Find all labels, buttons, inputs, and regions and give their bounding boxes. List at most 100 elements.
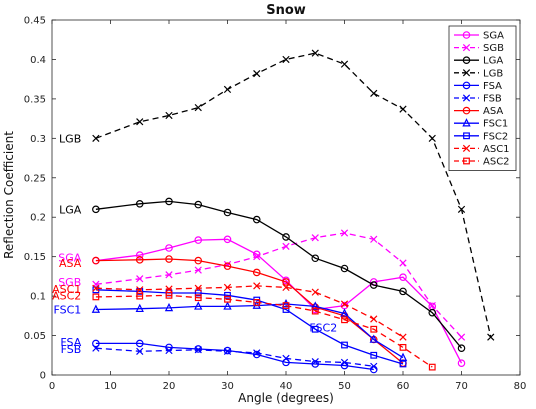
data-point-lga bbox=[457, 344, 466, 352]
legend-label-fsb: FSB bbox=[483, 94, 502, 105]
data-point-sga bbox=[194, 236, 203, 244]
data-point-sgb bbox=[399, 259, 407, 267]
data-point-fsb bbox=[165, 346, 173, 355]
data-point-lgb bbox=[136, 118, 144, 126]
data-point-fsb bbox=[253, 349, 261, 357]
data-point-sgb bbox=[457, 333, 466, 341]
y-axis-title: Reflection Coefficient bbox=[2, 131, 16, 259]
data-point-lga bbox=[428, 308, 437, 317]
data-point-sgb bbox=[428, 301, 436, 310]
data-point-fsc1 bbox=[398, 352, 408, 361]
annotation-fsb: FSB bbox=[61, 343, 82, 356]
data-point-fsa bbox=[194, 345, 203, 353]
data-point-asc2 bbox=[194, 294, 202, 302]
data-point-sga bbox=[165, 244, 173, 252]
legend-marker-asc2 bbox=[463, 157, 470, 165]
data-point-lga bbox=[252, 215, 261, 224]
data-point-fsb bbox=[282, 354, 290, 363]
data-point-asc1 bbox=[92, 284, 100, 292]
legend-label-fsa: FSA bbox=[483, 81, 502, 92]
data-point-fsc1 bbox=[369, 334, 378, 343]
annotation-sga: SGA bbox=[58, 251, 82, 264]
data-point-fsc1 bbox=[340, 308, 349, 317]
data-point-fsb bbox=[370, 362, 378, 370]
y-tick-label: 0.2 bbox=[30, 213, 46, 224]
data-point-sga bbox=[223, 235, 232, 244]
x-tick-label: 30 bbox=[221, 381, 234, 392]
plot-area: 0 10 20 30 40 50 60 70 80 0 0.05 0.1 0.15 0.2 0.25 0.3 0… bbox=[24, 16, 527, 393]
data-point-lga bbox=[165, 197, 173, 206]
data-point-asc1 bbox=[370, 315, 378, 323]
annotation-asa: ASA bbox=[59, 257, 82, 270]
data-point-sgb bbox=[282, 242, 290, 251]
annotation-asc2: ASC2 bbox=[52, 289, 81, 302]
data-point-asc2 bbox=[428, 363, 436, 371]
legend-marker-lgb bbox=[462, 69, 471, 77]
data-point-asa bbox=[194, 256, 203, 265]
legend-label-lgb: LGB bbox=[483, 68, 503, 79]
annotation-fsc1: FSC1 bbox=[53, 304, 81, 317]
annotation-asc1: ASC1 bbox=[52, 283, 81, 296]
data-point-fsc2 bbox=[136, 287, 144, 295]
series-line-asc2 bbox=[95, 294, 433, 368]
data-point-lgb bbox=[487, 333, 495, 341]
data-point-asa bbox=[135, 256, 144, 264]
data-point-asc1 bbox=[194, 284, 202, 292]
data-point-fsb bbox=[340, 358, 349, 367]
data-point-sgb bbox=[194, 266, 202, 274]
legend-label-asc2: ASC2 bbox=[483, 157, 510, 168]
data-point-fsa bbox=[223, 346, 232, 355]
data-point-fsc2 bbox=[370, 351, 378, 359]
data-point-asc2 bbox=[92, 293, 100, 301]
legend-marker-fsc2 bbox=[463, 132, 470, 140]
data-point-asc1 bbox=[311, 288, 319, 296]
legend-label-fsc1: FSC1 bbox=[483, 119, 508, 130]
data-point-lgb bbox=[165, 111, 173, 120]
legend-marker-asc1 bbox=[462, 144, 471, 153]
data-point-sgb bbox=[340, 229, 349, 237]
legend-marker-fsc1 bbox=[462, 118, 471, 127]
data-point-fsc2 bbox=[311, 325, 319, 333]
data-point-fsa bbox=[252, 350, 261, 359]
y-tick-label: 0.4 bbox=[30, 55, 46, 66]
data-point-sga bbox=[457, 359, 466, 367]
data-point-asc1 bbox=[253, 282, 261, 290]
data-point-asc2 bbox=[282, 302, 290, 309]
data-point-asc1 bbox=[165, 285, 173, 293]
data-point-fsc2 bbox=[224, 291, 231, 299]
legend-marker-asa bbox=[462, 106, 471, 115]
data-point-lga bbox=[340, 264, 349, 273]
x-axis-title: Angle (degrees) bbox=[238, 391, 334, 405]
data-point-fsc1 bbox=[223, 301, 232, 310]
y-tick-label: 0.05 bbox=[24, 331, 46, 342]
data-point-sgb bbox=[311, 234, 319, 242]
legend-marker-sga bbox=[462, 31, 471, 39]
data-point-asc2 bbox=[136, 292, 144, 300]
data-point-lgb bbox=[92, 134, 100, 142]
data-point-fsc2 bbox=[399, 360, 407, 368]
data-point-lga bbox=[282, 233, 290, 241]
data-point-asc2 bbox=[370, 325, 378, 333]
x-tick-label: 70 bbox=[455, 381, 468, 392]
series-line-asa bbox=[95, 258, 404, 364]
data-point-fsa bbox=[92, 339, 100, 348]
data-point-sga bbox=[399, 273, 407, 281]
data-point-fsb bbox=[223, 347, 232, 355]
chart-title: Snow bbox=[266, 3, 306, 18]
data-point-fsc1 bbox=[164, 302, 174, 312]
data-point-fsc1 bbox=[135, 303, 144, 313]
data-point-lgb bbox=[370, 89, 378, 97]
data-point-fsc1 bbox=[311, 301, 320, 310]
x-tick-label: 60 bbox=[397, 381, 410, 392]
data-point-asc2 bbox=[399, 343, 407, 351]
data-point-fsa bbox=[135, 339, 144, 348]
x-tick-label: 10 bbox=[104, 381, 117, 392]
y-tick-label: 0.1 bbox=[30, 292, 46, 303]
data-point-lgb bbox=[457, 205, 466, 213]
data-point-sgb bbox=[165, 271, 173, 279]
data-point-lgb bbox=[282, 55, 290, 64]
data-point-lga bbox=[399, 287, 407, 296]
